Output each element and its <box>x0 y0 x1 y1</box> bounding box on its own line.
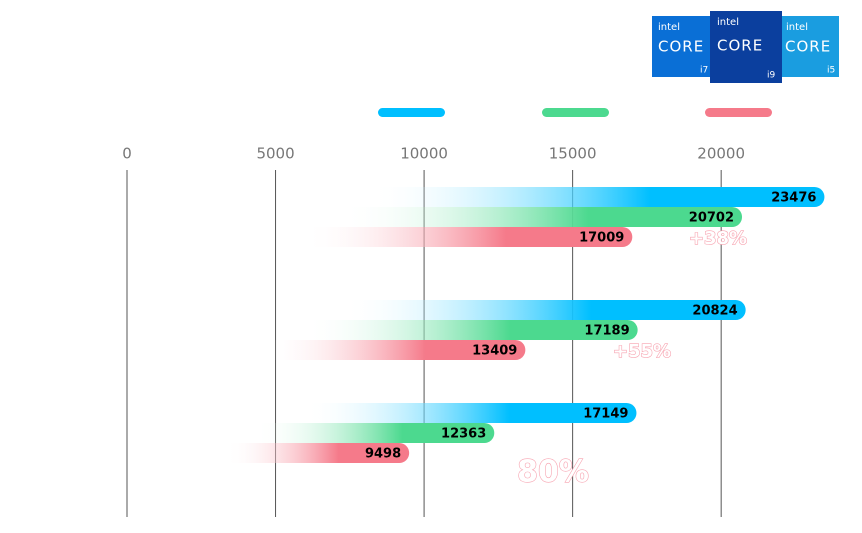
logo-product: CORE <box>717 37 763 55</box>
value-label: 20702 <box>689 211 734 226</box>
logo-tier: i9 <box>767 71 776 81</box>
bar <box>127 207 743 227</box>
bar <box>127 227 633 247</box>
legend-swatch <box>378 108 445 117</box>
annotation: +55% <box>613 341 671 362</box>
logo-box <box>710 11 782 83</box>
logo: intel CORE i5 <box>782 16 839 77</box>
value-label: 17009 <box>579 231 624 246</box>
logo-box <box>782 16 839 77</box>
logo-box <box>652 16 712 77</box>
value-label: 9498 <box>365 447 401 462</box>
logo-brand: intel <box>717 17 739 28</box>
logo-brand: intel <box>658 22 680 33</box>
x-tick-label: 5000 <box>256 145 294 163</box>
logo: intel CORE i7 <box>652 16 712 77</box>
x-tick-label: 15000 <box>549 145 597 163</box>
bar <box>127 423 495 443</box>
logo-tier: i5 <box>827 66 835 76</box>
bar <box>127 320 638 340</box>
bar <box>127 300 746 320</box>
x-tick-label: 10000 <box>400 145 448 163</box>
logo-product: CORE <box>785 38 831 56</box>
legend-swatch <box>705 108 772 117</box>
bar <box>127 403 637 423</box>
bar <box>127 340 526 360</box>
legend-swatch <box>542 108 609 117</box>
value-label: 20824 <box>692 304 737 319</box>
bar <box>127 187 825 207</box>
annotation: 80% <box>517 455 589 490</box>
logo-tier: i7 <box>700 66 708 76</box>
annotation: +38% <box>689 228 747 249</box>
bar <box>127 443 410 463</box>
value-label: 23476 <box>771 191 816 206</box>
x-tick-label: 20000 <box>697 145 745 163</box>
logo: intel CORE i9 <box>710 11 782 83</box>
value-label: 12363 <box>441 427 486 442</box>
logo-product: CORE <box>658 38 704 56</box>
x-tick-label: 0 <box>122 145 132 163</box>
value-label: 17189 <box>584 324 629 339</box>
value-label: 17149 <box>583 407 628 422</box>
logo-brand: intel <box>786 22 808 33</box>
value-label: 13409 <box>472 344 517 359</box>
